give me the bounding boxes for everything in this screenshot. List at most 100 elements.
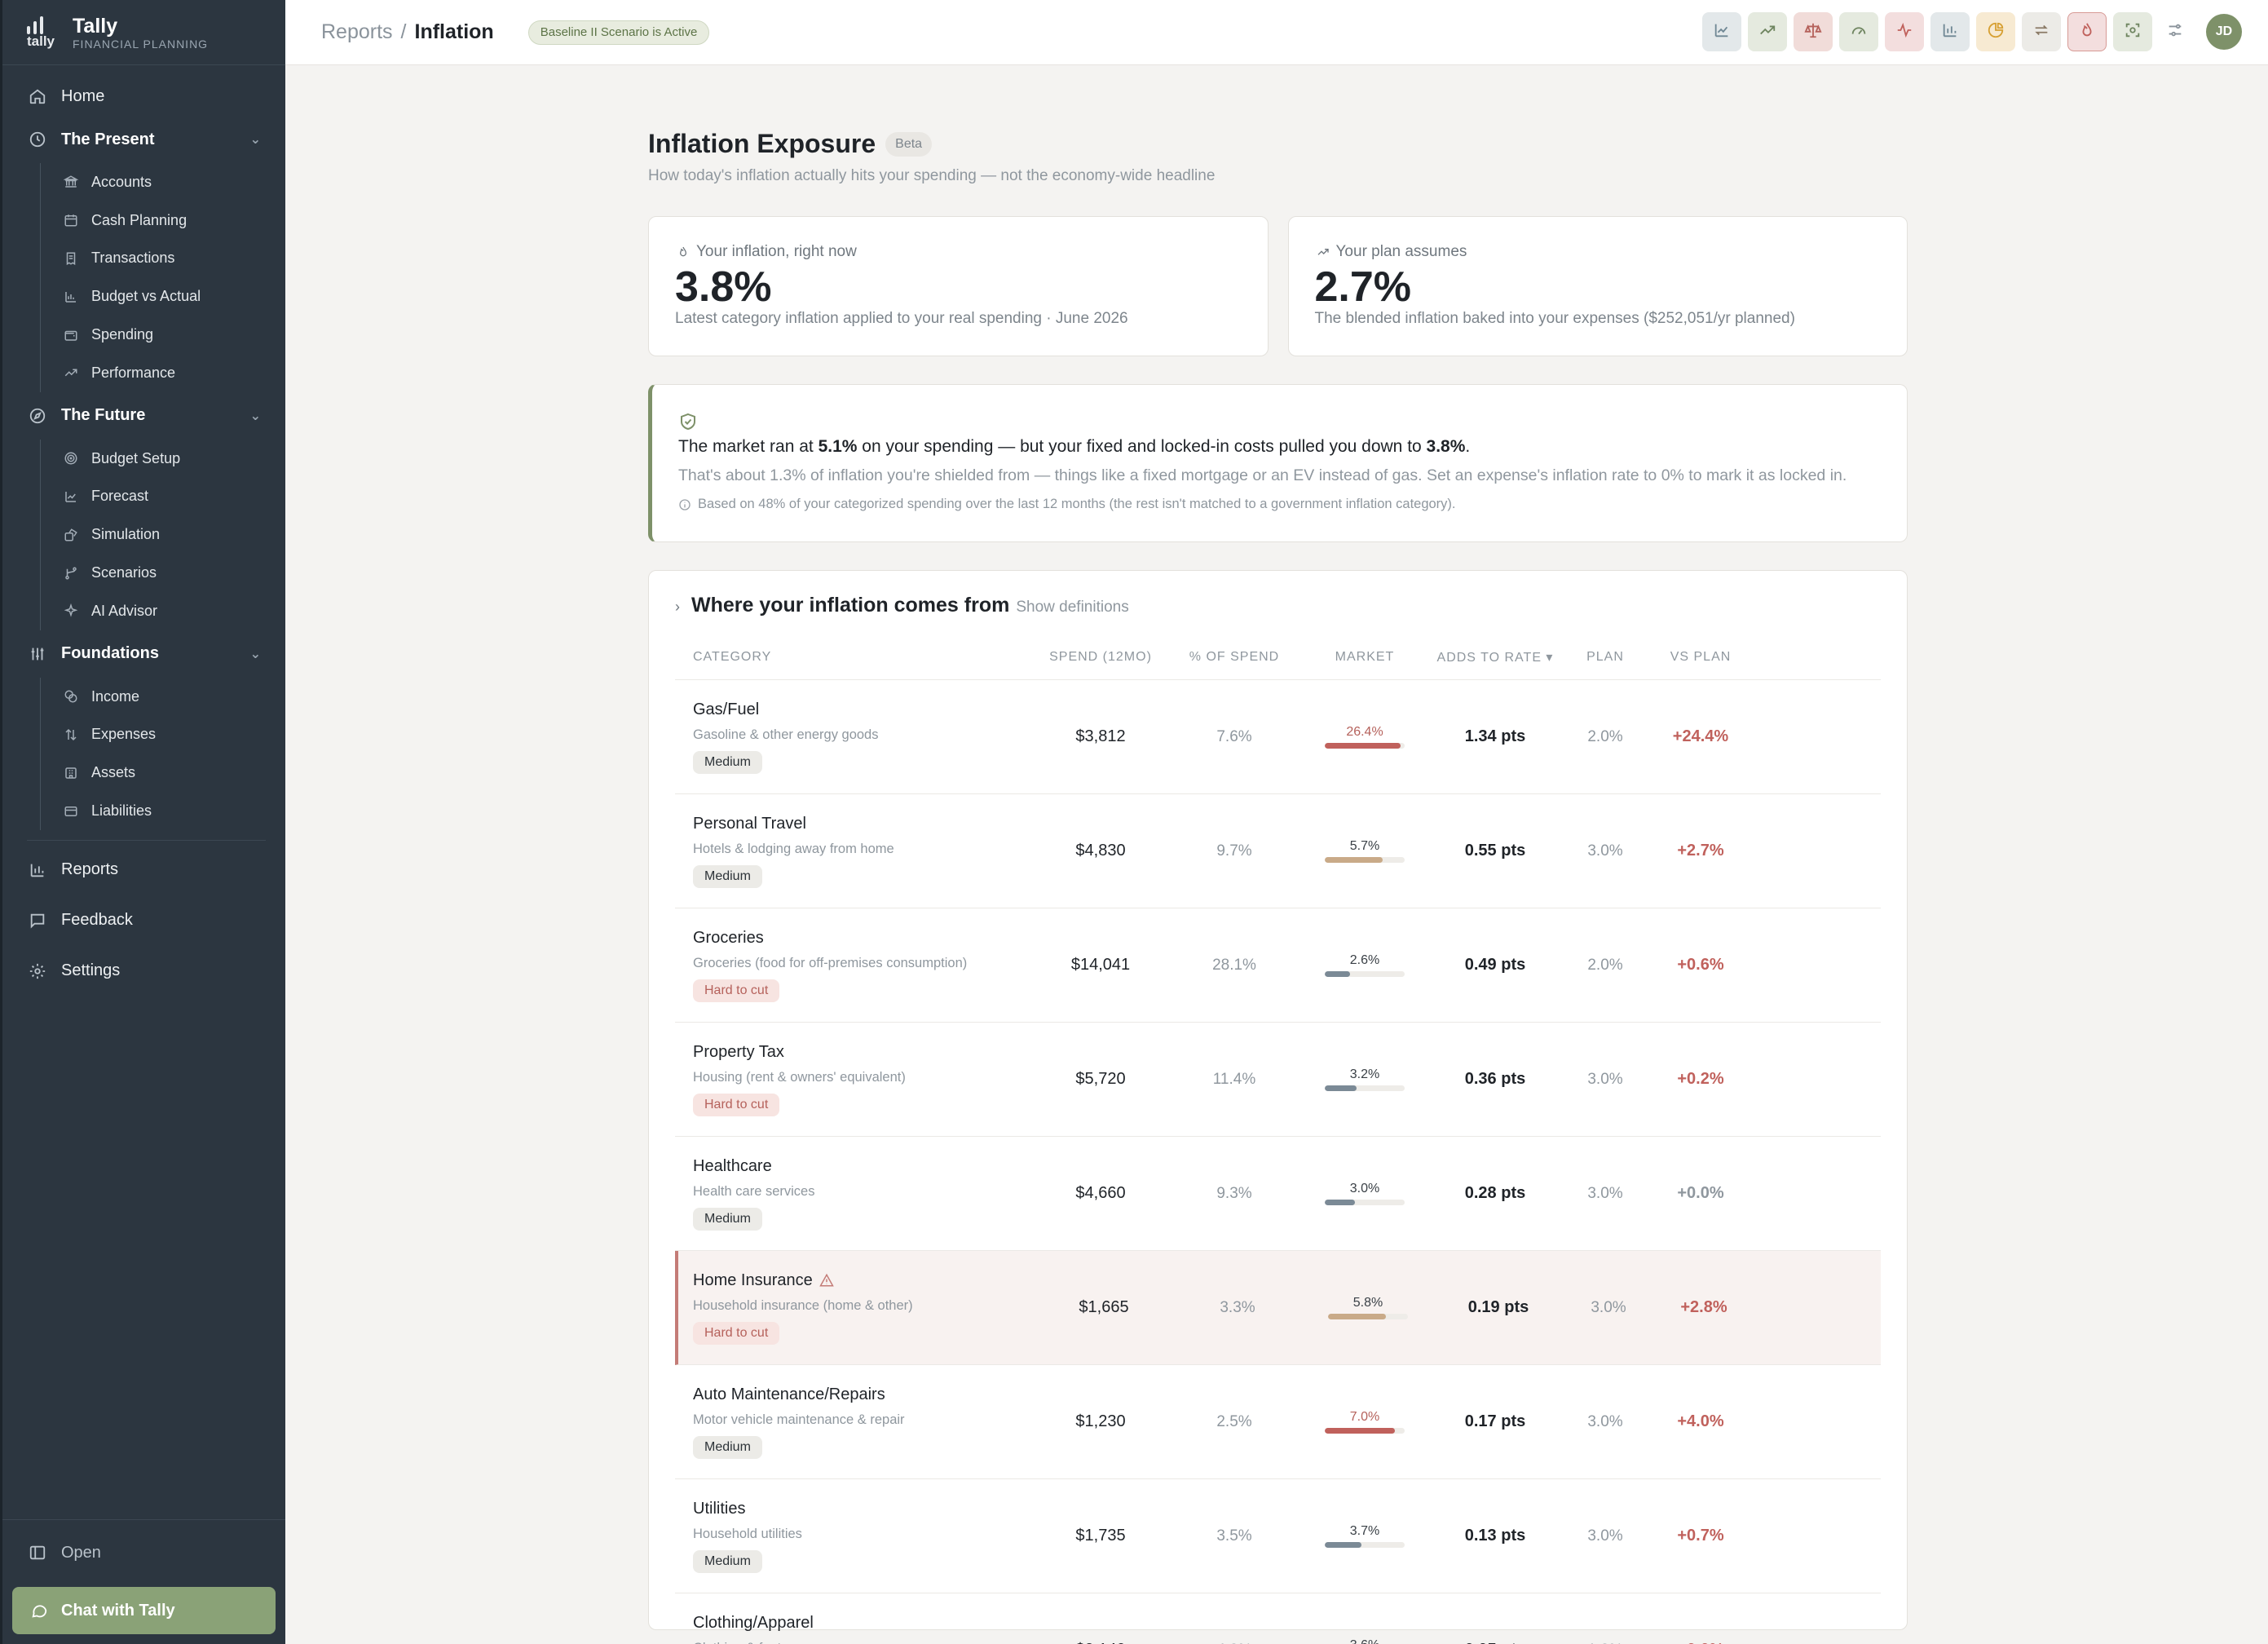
table-row[interactable]: Gas/Fuel Gasoline & other energy goods M… bbox=[675, 680, 1881, 794]
section-the-present[interactable]: The Present ⌄ bbox=[2, 116, 285, 163]
inflation-report-button[interactable] bbox=[2067, 12, 2107, 51]
adds-to-rate-value: 0.19 pts bbox=[1467, 1298, 1529, 1316]
chevron-down-icon[interactable]: ⌄ bbox=[249, 133, 261, 147]
category-name: Clothing/Apparel bbox=[693, 1613, 814, 1632]
table-row[interactable]: Healthcare Health care services Medium $… bbox=[675, 1137, 1881, 1251]
sidebar-item-label: Scenarios bbox=[91, 564, 157, 581]
your-inflation-label: Your inflation, right now bbox=[696, 243, 857, 260]
open-button[interactable]: Open bbox=[2, 1535, 285, 1571]
header-adds-to-rate[interactable]: ADDS TO RATE ▾ bbox=[1436, 650, 1554, 665]
market-rate-bar bbox=[1328, 1314, 1408, 1319]
adds-to-rate-value: 0.36 pts bbox=[1464, 1070, 1526, 1088]
sidebar-item-accounts[interactable]: Accounts bbox=[62, 163, 285, 201]
inflation-breakdown-card: › Where your inflation comes from Show d… bbox=[648, 570, 1908, 1644]
sidebar-item-scenarios[interactable]: Scenarios bbox=[62, 554, 285, 592]
breadcrumb-reports[interactable]: Reports bbox=[321, 20, 393, 43]
section-the-future-label: The Future bbox=[61, 406, 146, 425]
sidebar-item-assets[interactable]: Assets bbox=[62, 754, 285, 792]
pct-of-spend-value: 28.1% bbox=[1212, 956, 1256, 974]
bar-report-button[interactable] bbox=[1930, 12, 1970, 51]
sidebar-item-label: Forecast bbox=[91, 488, 149, 505]
table-row[interactable]: Auto Maintenance/Repairs Motor vehicle m… bbox=[675, 1365, 1881, 1479]
nav-settings[interactable]: Settings bbox=[2, 952, 285, 991]
market-rate-bar bbox=[1325, 1200, 1405, 1205]
market-rate-value: 3.6% bbox=[1350, 1638, 1379, 1644]
chevron-down-icon[interactable]: ⌄ bbox=[249, 647, 261, 661]
nav-home[interactable]: Home bbox=[2, 77, 285, 116]
cut-difficulty-tag: Medium bbox=[693, 1435, 762, 1459]
sidebar-item-spending[interactable]: Spending bbox=[62, 316, 285, 354]
pct-of-spend-value: 2.5% bbox=[1216, 1412, 1252, 1430]
avatar[interactable]: JD bbox=[2206, 14, 2242, 50]
nav-reports[interactable]: Reports bbox=[2, 851, 285, 890]
sidebar-item-budget-vs-actual[interactable]: Budget vs Actual bbox=[62, 277, 285, 316]
sidebar-item-budget-setup[interactable]: Budget Setup bbox=[62, 440, 285, 478]
scale-icon bbox=[1804, 21, 1822, 43]
sparkle-icon bbox=[62, 602, 80, 620]
market-rate-bar-fill bbox=[1325, 971, 1351, 977]
sliders-icon bbox=[27, 643, 48, 665]
chat-with-tally-button[interactable]: Chat with Tally bbox=[12, 1587, 276, 1634]
header-spend[interactable]: SPEND (12MO) bbox=[1049, 649, 1152, 664]
adds-to-rate-value: 0.28 pts bbox=[1464, 1184, 1526, 1202]
chevron-right-icon[interactable]: › bbox=[675, 599, 680, 615]
balance-report-button[interactable] bbox=[1794, 12, 1833, 51]
pulse-report-button[interactable] bbox=[1885, 12, 1924, 51]
compass-icon bbox=[27, 405, 48, 426]
sidebar-item-label: Simulation bbox=[91, 526, 161, 543]
section-foundations[interactable]: Foundations ⌄ bbox=[2, 630, 285, 678]
market-rate-value: 5.8% bbox=[1352, 1296, 1383, 1310]
sidebar-item-cash-planning[interactable]: Cash Planning bbox=[62, 201, 285, 240]
table-row[interactable]: Groceries Groceries (food for off-premis… bbox=[675, 908, 1881, 1023]
table-row[interactable]: Clothing/Apparel Clothing & footwear Med… bbox=[675, 1593, 1881, 1644]
sidebar-item-simulation[interactable]: Simulation bbox=[62, 515, 285, 554]
plan-rate-value: 2.0% bbox=[1587, 956, 1623, 974]
pct-of-spend-value: 7.6% bbox=[1216, 727, 1252, 745]
pie-report-button[interactable] bbox=[1976, 12, 2015, 51]
pulse-icon bbox=[1895, 21, 1913, 43]
table-row[interactable]: Home Insurance Household insurance (home… bbox=[675, 1251, 1881, 1365]
category-name: Home Insurance bbox=[693, 1271, 813, 1289]
shield-text: on your spending — but your fixed and lo… bbox=[857, 437, 1427, 456]
info-icon bbox=[678, 497, 693, 512]
chevron-down-icon[interactable]: ⌄ bbox=[249, 409, 261, 423]
sidebar-item-label: Budget Setup bbox=[91, 449, 181, 466]
trend-report-button[interactable] bbox=[1748, 12, 1787, 51]
nav-feedback[interactable]: Feedback bbox=[2, 901, 285, 940]
header-market[interactable]: MARKET bbox=[1335, 649, 1395, 664]
sidebar-item-ai-advisor[interactable]: AI Advisor bbox=[62, 592, 285, 630]
line-chart-report-button[interactable] bbox=[1702, 12, 1741, 51]
recurring-report-button[interactable] bbox=[2022, 12, 2061, 51]
focus-icon bbox=[2124, 21, 2142, 43]
sidebar-item-liabilities[interactable]: Liabilities bbox=[62, 792, 285, 830]
header-category[interactable]: CATEGORY bbox=[693, 649, 772, 664]
shield-text: The market ran at bbox=[678, 437, 819, 456]
brand[interactable]: tally Tally FINANCIAL PLANNING bbox=[2, 0, 285, 65]
sidebar-item-income[interactable]: Income bbox=[62, 678, 285, 716]
gauge-report-button[interactable] bbox=[1839, 12, 1878, 51]
adds-to-rate-value: 1.34 pts bbox=[1464, 727, 1526, 745]
table-row[interactable]: Personal Travel Hotels & lodging away fr… bbox=[675, 794, 1881, 908]
calendar-cash-icon bbox=[62, 211, 80, 229]
table-row[interactable]: Utilities Household utilities Medium $1,… bbox=[675, 1479, 1881, 1593]
your-inflation-note: Latest category inflation applied to you… bbox=[675, 310, 1128, 327]
scenario-badge[interactable]: Baseline II Scenario is Active bbox=[527, 20, 710, 45]
sidebar-item-expenses[interactable]: Expenses bbox=[62, 716, 285, 754]
sidebar-item-forecast[interactable]: Forecast bbox=[62, 478, 285, 516]
spend-value: $14,041 bbox=[1070, 956, 1131, 974]
show-definitions-link[interactable]: Show definitions bbox=[1016, 599, 1129, 616]
sidebar-item-label: Cash Planning bbox=[91, 211, 188, 228]
customize-toolbar-button[interactable] bbox=[2159, 12, 2191, 51]
section-the-future[interactable]: The Future ⌄ bbox=[2, 392, 285, 440]
main-content: Inflation Exposure Beta How today's infl… bbox=[648, 65, 1908, 1644]
header-plan[interactable]: PLAN bbox=[1586, 649, 1624, 664]
sidebar-item-transactions[interactable]: Transactions bbox=[62, 240, 285, 278]
flame-icon bbox=[675, 244, 691, 260]
header-pct-of-spend[interactable]: % OF SPEND bbox=[1189, 649, 1280, 664]
header-vs-plan[interactable]: VS PLAN bbox=[1670, 649, 1732, 664]
message-icon bbox=[27, 910, 48, 931]
sidebar-item-performance[interactable]: Performance bbox=[62, 354, 285, 392]
category-description: Gasoline & other energy goods bbox=[693, 727, 879, 742]
table-row[interactable]: Property Tax Housing (rent & owners' equ… bbox=[675, 1023, 1881, 1137]
focus-report-button[interactable] bbox=[2113, 12, 2152, 51]
